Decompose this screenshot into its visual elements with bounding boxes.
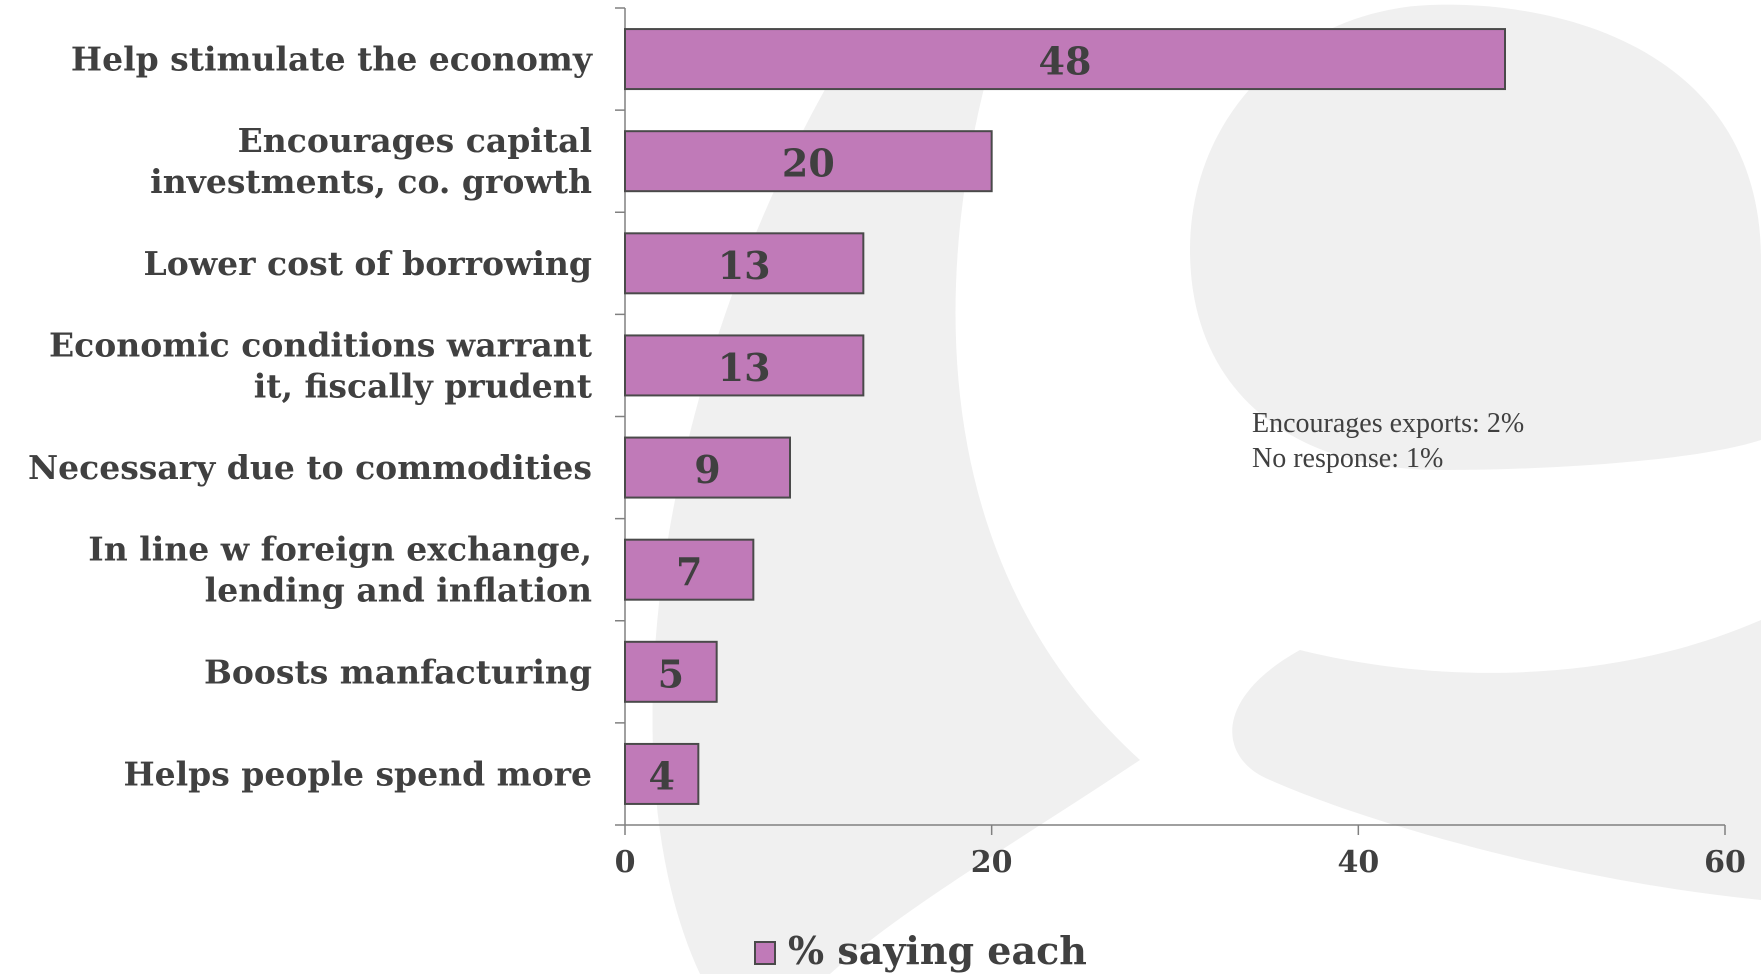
data-label: 20 [782,141,835,186]
category-label-line: Economic conditions warrant [49,325,593,364]
annotation-text: Encourages exports: 2% [1252,408,1524,439]
category-label: Encourages capital investments, co. growt… [150,121,592,201]
category-label: Helps people spend more [123,754,592,793]
legend-swatch [754,941,776,965]
bar [624,130,993,193]
bar [624,334,865,397]
category-label-line: In line w foreign exchange, [88,530,592,569]
data-label: 5 [658,651,684,696]
category-label: In line w foreign exchange, lending and i… [88,530,592,610]
data-label: 9 [694,447,720,492]
bar [624,232,865,295]
category-label: Necessary due to commodities [28,448,592,487]
category-label-line: lending and inflation [205,571,592,610]
category-label: Boosts manfacturing [204,652,592,691]
x-tick-label: 20 [971,845,1013,880]
category-label: Help stimulate the economy [71,40,593,79]
data-label: 13 [718,243,771,288]
bar [624,538,755,601]
category-label-line: Encourages capital [238,121,592,160]
annotation-text: No response: 1% [1252,443,1443,474]
category-labels: Help stimulate the economy Encourages cap… [28,40,593,794]
bar [624,28,1506,91]
legend: % saying each [754,928,1087,973]
bar [624,640,718,703]
category-label: Lower cost of borrowing [144,244,592,283]
data-label: 7 [676,549,702,594]
data-label: 48 [1039,39,1092,84]
x-axis-ticks: 0 20 40 60 [615,825,1746,880]
category-label: Economic conditions warrant it, fiscally … [49,325,593,405]
legend-label: % saying each [788,928,1087,973]
category-label-line: Necessary due to commodities [28,448,592,487]
category-label-line: it, fiscally prudent [254,366,593,405]
category-label-line: Help stimulate the economy [71,40,593,79]
bars: 48 20 13 13 9 7 5 4 [624,28,1506,805]
category-label-line: Lower cost of borrowing [144,244,592,283]
x-tick-label: 40 [1337,845,1379,880]
category-label-line: Boosts manfacturing [204,652,592,691]
x-tick-label: 60 [1704,845,1746,880]
bar [624,436,791,499]
bar [624,742,700,805]
category-label-line: Helps people spend more [123,754,592,793]
x-tick-label: 0 [615,845,636,880]
category-label-line: investments, co. growth [150,162,592,201]
annotations: Encourages exports: 2% No response: 1% [1252,408,1524,474]
data-label: 13 [718,345,771,390]
data-label: 4 [648,753,674,798]
